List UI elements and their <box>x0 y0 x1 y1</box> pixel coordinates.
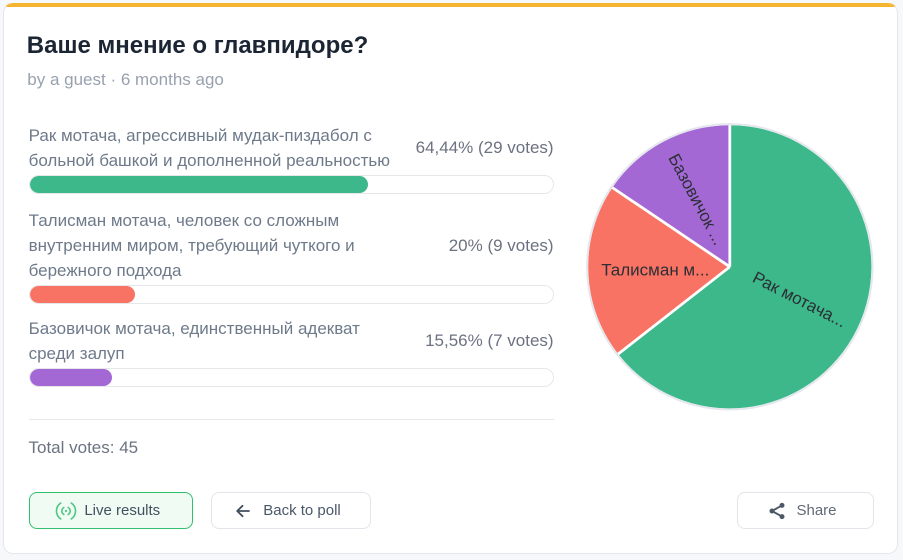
svg-text:Талисман м...: Талисман м... <box>601 260 709 279</box>
